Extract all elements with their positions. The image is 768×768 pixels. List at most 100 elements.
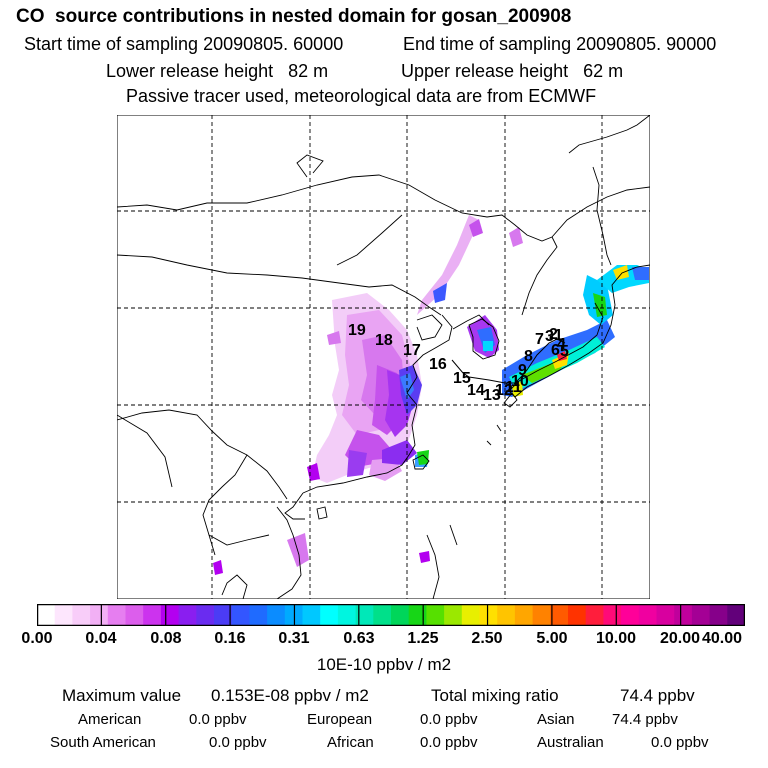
region-name: African (327, 734, 374, 751)
colorbar-cell (497, 604, 516, 626)
colorbar-cell (143, 604, 162, 626)
colorbar-cell (621, 604, 640, 626)
colorbar-cell (90, 604, 109, 626)
map-panel: 1 2 3 4 5 6 7 8 9 10 11 12 13 14 15 16 1… (117, 115, 650, 599)
colorbar-cell (568, 604, 587, 626)
colorbar-tick: 0.63 (343, 630, 375, 647)
colorbar-cell (426, 604, 445, 626)
region-name: Asian (537, 711, 575, 728)
total-value: 74.4 ppbv (620, 686, 695, 705)
colorbar-cell (585, 604, 604, 626)
colorbar-cell (444, 604, 463, 626)
trajectory-path (451, 338, 566, 384)
colorbar-tick: 0.31 (278, 630, 310, 647)
colorbar-cell (214, 604, 233, 626)
colorbar-cell (160, 604, 179, 626)
colorbar-tick: 0.00 (21, 630, 53, 647)
region-value: 0.0 ppbv (651, 734, 709, 751)
max-value: 0.153E-08 ppbv / m2 (211, 686, 369, 705)
colorbar-tick: 1.25 (407, 630, 439, 647)
colorbar-cell (727, 604, 745, 626)
total-label: Total mixing ratio (431, 686, 559, 705)
colorbar-tick: 5.00 (536, 630, 568, 647)
region-value: 0.0 ppbv (420, 711, 478, 728)
colorbar-cell (709, 604, 728, 626)
colorbar-cell (337, 604, 356, 626)
trajectory-markers: 1 2 3 4 5 6 7 8 9 10 11 12 13 14 15 16 1… (348, 322, 569, 404)
colorbar-unit: 10E-10 ppbv / m2 (316, 655, 452, 674)
colorbar-cell (125, 604, 144, 626)
marker-5: 5 (560, 343, 569, 360)
colorbar-cell (603, 604, 622, 626)
max-label: Maximum value (62, 686, 182, 705)
region-name: American (78, 711, 142, 728)
marker-11: 11 (505, 379, 522, 396)
region-value: 0.0 ppbv (189, 711, 247, 728)
marker-1: 1 (554, 327, 563, 344)
page-title: CO source contributions in nested domain… (16, 6, 572, 27)
colorbar-cell (514, 604, 533, 626)
colorbar-cell (302, 604, 321, 626)
colorbar-cell (37, 604, 56, 626)
colorbar-cell (355, 604, 374, 626)
colorbar-cell (284, 604, 303, 626)
colorbar-tick: 20.00 (659, 630, 701, 647)
marker-12: 12 (495, 382, 513, 399)
colorbar-cell (72, 604, 91, 626)
marker-2: 2 (549, 326, 558, 343)
colorbar-tick: 0.04 (85, 630, 117, 647)
colorbar-tick: 2.50 (471, 630, 503, 647)
region-name: European (307, 711, 373, 728)
region-name: Australian (537, 734, 604, 751)
marker-6: 6 (551, 342, 560, 359)
marker-16: 16 (429, 356, 447, 373)
marker-8: 8 (524, 348, 533, 365)
marker-19: 19 (348, 322, 366, 339)
colorbar-cell (656, 604, 675, 626)
end-time: End time of sampling 20090805. 90000 (403, 34, 717, 54)
marker-13: 13 (483, 387, 501, 404)
colorbar-cell (479, 604, 498, 626)
colorbar-tick: 0.08 (150, 630, 182, 647)
gridlines (117, 115, 650, 599)
marker-15: 15 (453, 370, 471, 387)
colorbar-cell (550, 604, 569, 626)
colorbar-cell (461, 604, 480, 626)
tracer-note: Passive tracer used, meteorological data… (126, 86, 597, 106)
region-name: South American (50, 734, 156, 751)
colorbar-cell (408, 604, 427, 626)
colorbar-cell (391, 604, 410, 626)
region-value: 0.0 ppbv (209, 734, 267, 751)
lower-release-height: Lower release height 82 m (106, 61, 329, 81)
colorbar-tick: 40.00 (701, 630, 743, 647)
start-time: Start time of sampling 20090805. 60000 (24, 34, 344, 54)
colorbar-cell (638, 604, 657, 626)
colorbar-cell (267, 604, 286, 626)
marker-9: 9 (518, 362, 527, 379)
marker-18: 18 (375, 332, 393, 349)
marker-14: 14 (467, 382, 485, 399)
marker-3: 3 (545, 328, 554, 345)
colorbar-tick: 0.16 (214, 630, 246, 647)
colorbar-cell (532, 604, 551, 626)
colorbar-tick: 10.00 (595, 630, 637, 647)
colorbar-cell (373, 604, 392, 626)
marker-10: 10 (511, 373, 529, 390)
colorbar-cell (674, 604, 693, 626)
colorbar (37, 604, 745, 626)
marker-4: 4 (557, 336, 566, 353)
colorbar-cell (178, 604, 197, 626)
upper-release-height: Upper release height 62 m (401, 61, 624, 81)
marker-7: 7 (535, 331, 544, 348)
colorbar-cell (54, 604, 73, 626)
colorbar-cell (249, 604, 268, 626)
colorbar-cell (196, 604, 215, 626)
colorbar-frame (37, 604, 745, 626)
colorbar-cell (231, 604, 250, 626)
coastlines (117, 115, 650, 599)
marker-17: 17 (403, 342, 421, 359)
region-value: 0.0 ppbv (420, 734, 478, 751)
region-value: 74.4 ppbv (612, 711, 678, 728)
colorbar-cell (320, 604, 339, 626)
colorbar-cell (107, 604, 126, 626)
